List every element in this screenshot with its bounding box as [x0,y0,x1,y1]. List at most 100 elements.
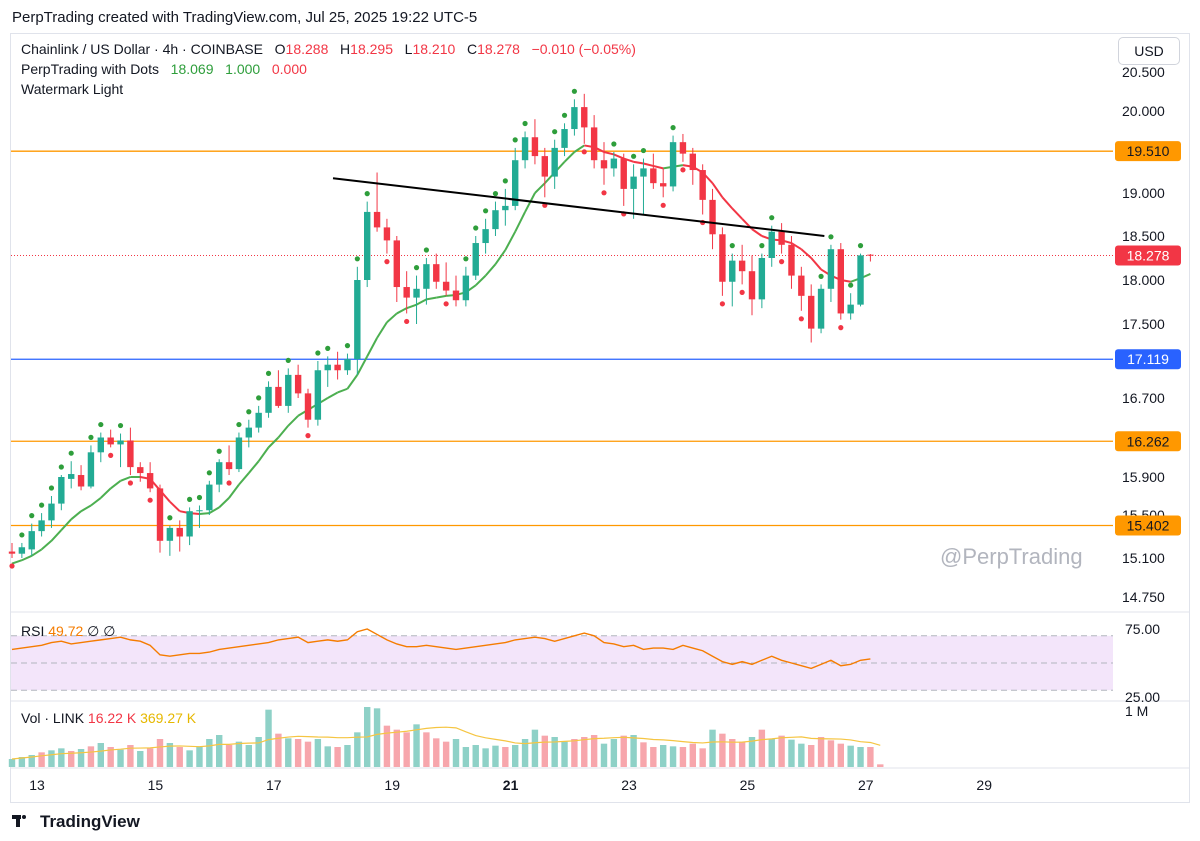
volume-bar [571,739,578,767]
volume-bar [107,747,114,767]
signal-dot-up [354,256,360,262]
high-value: 18.295 [350,41,393,57]
volume-bar [196,746,203,767]
legend-watermark-line[interactable]: Watermark Light [21,81,124,97]
volume-label[interactable]: Vol · LINK [21,710,85,726]
ema-segment [573,144,585,153]
ema-segment [514,211,526,233]
signal-dot-up [769,215,775,221]
signal-dot-down [127,480,133,486]
symbol-name[interactable]: Chainlink / US Dollar · 4h · COINBASE [21,41,263,57]
volume-bar [521,739,529,767]
volume-bar [146,748,154,767]
volume-bar [433,738,440,767]
candle-body [186,511,193,537]
candle-body [808,295,815,329]
candle-body [462,275,470,301]
volume-bar [827,740,835,767]
volume-bar [689,743,696,767]
candle-body [492,210,499,230]
ema-segment [120,476,131,482]
signal-dot-down [108,452,114,458]
volume-bar [847,745,854,767]
currency-button[interactable]: USD [1118,37,1180,65]
candle-body [600,160,608,169]
price-tick-20.500: 20.500 [1122,64,1165,80]
ema-segment [80,504,92,513]
signal-dot-up [364,191,370,197]
volume-bar [255,737,262,767]
volume-ma-line [11,726,881,760]
candle-body [521,137,529,161]
candle-body [867,254,874,256]
ema-segment [238,472,250,486]
ema-segment [356,355,369,376]
date-tick-17: 17 [266,777,282,793]
volume-bar [117,749,124,767]
signal-dot-up [196,494,203,501]
high-label: H [340,41,351,57]
volume-bar [137,751,144,767]
volume-bar [324,746,331,767]
volume-bar [334,747,341,767]
candle-body [433,264,440,282]
candle-body [324,364,331,371]
candle-body [620,158,627,189]
volume-bar [68,751,75,767]
ema-segment [731,207,743,220]
date-tick-27: 27 [858,777,874,793]
signal-dot-up [670,125,676,131]
rsi-value: 49.72 [48,623,84,639]
rsi-label[interactable]: RSI [21,623,45,639]
volume-bar [87,746,95,767]
ema-segment [800,248,812,259]
chart-frame [10,33,1190,803]
signal-dot-up [561,112,568,118]
candle-body [137,467,144,474]
date-tick-19: 19 [384,777,400,793]
candle-body [8,551,16,554]
candle-body [28,531,35,550]
signal-dot-up [216,448,222,454]
volume-bar [581,737,588,767]
low-label: L [404,41,413,57]
volume-bar [8,759,16,767]
ema-segment [199,512,210,516]
signal-dot-up [611,141,617,147]
ema-segment [721,196,734,210]
level-tag-15.402: 15.402 [1127,518,1170,534]
volume-bar [798,743,805,767]
candle-body [502,205,509,211]
volume-bar [462,747,470,767]
candle-body [156,488,164,541]
ema-segment [416,298,427,306]
signal-dot-up [423,247,429,253]
footer-brand[interactable]: TradingView [12,812,140,832]
ema-segment [633,160,644,165]
volume-bar [768,739,775,767]
signal-dot-up [552,129,558,135]
date-tick-25: 25 [740,777,756,793]
volume-legend: Vol · LINK 16.22 K 369.27 K [21,710,196,726]
volume-bar [867,747,874,767]
signal-dot-up [187,496,193,502]
volume-bar [590,735,598,767]
candle-body [285,374,292,406]
volume-bar [531,729,539,767]
ema-segment [169,500,181,512]
signal-dot-down [660,202,666,208]
candle-body [18,547,26,554]
volume-bar [58,748,65,767]
signal-dot-up [640,147,647,154]
volume-bar [817,737,825,767]
volume-bar [561,741,568,767]
price-tick-14.750: 14.750 [1122,589,1165,605]
signal-dot-up [39,502,45,508]
legend-indicator-line: PerpTrading with Dots 18.069 1.000 0.000 [21,61,307,77]
signal-dot-up [117,422,124,429]
signal-dot-up [315,350,321,356]
volume-bar [304,741,312,767]
candle-body [117,440,124,445]
indicator-name[interactable]: PerpTrading with Dots [21,61,159,77]
